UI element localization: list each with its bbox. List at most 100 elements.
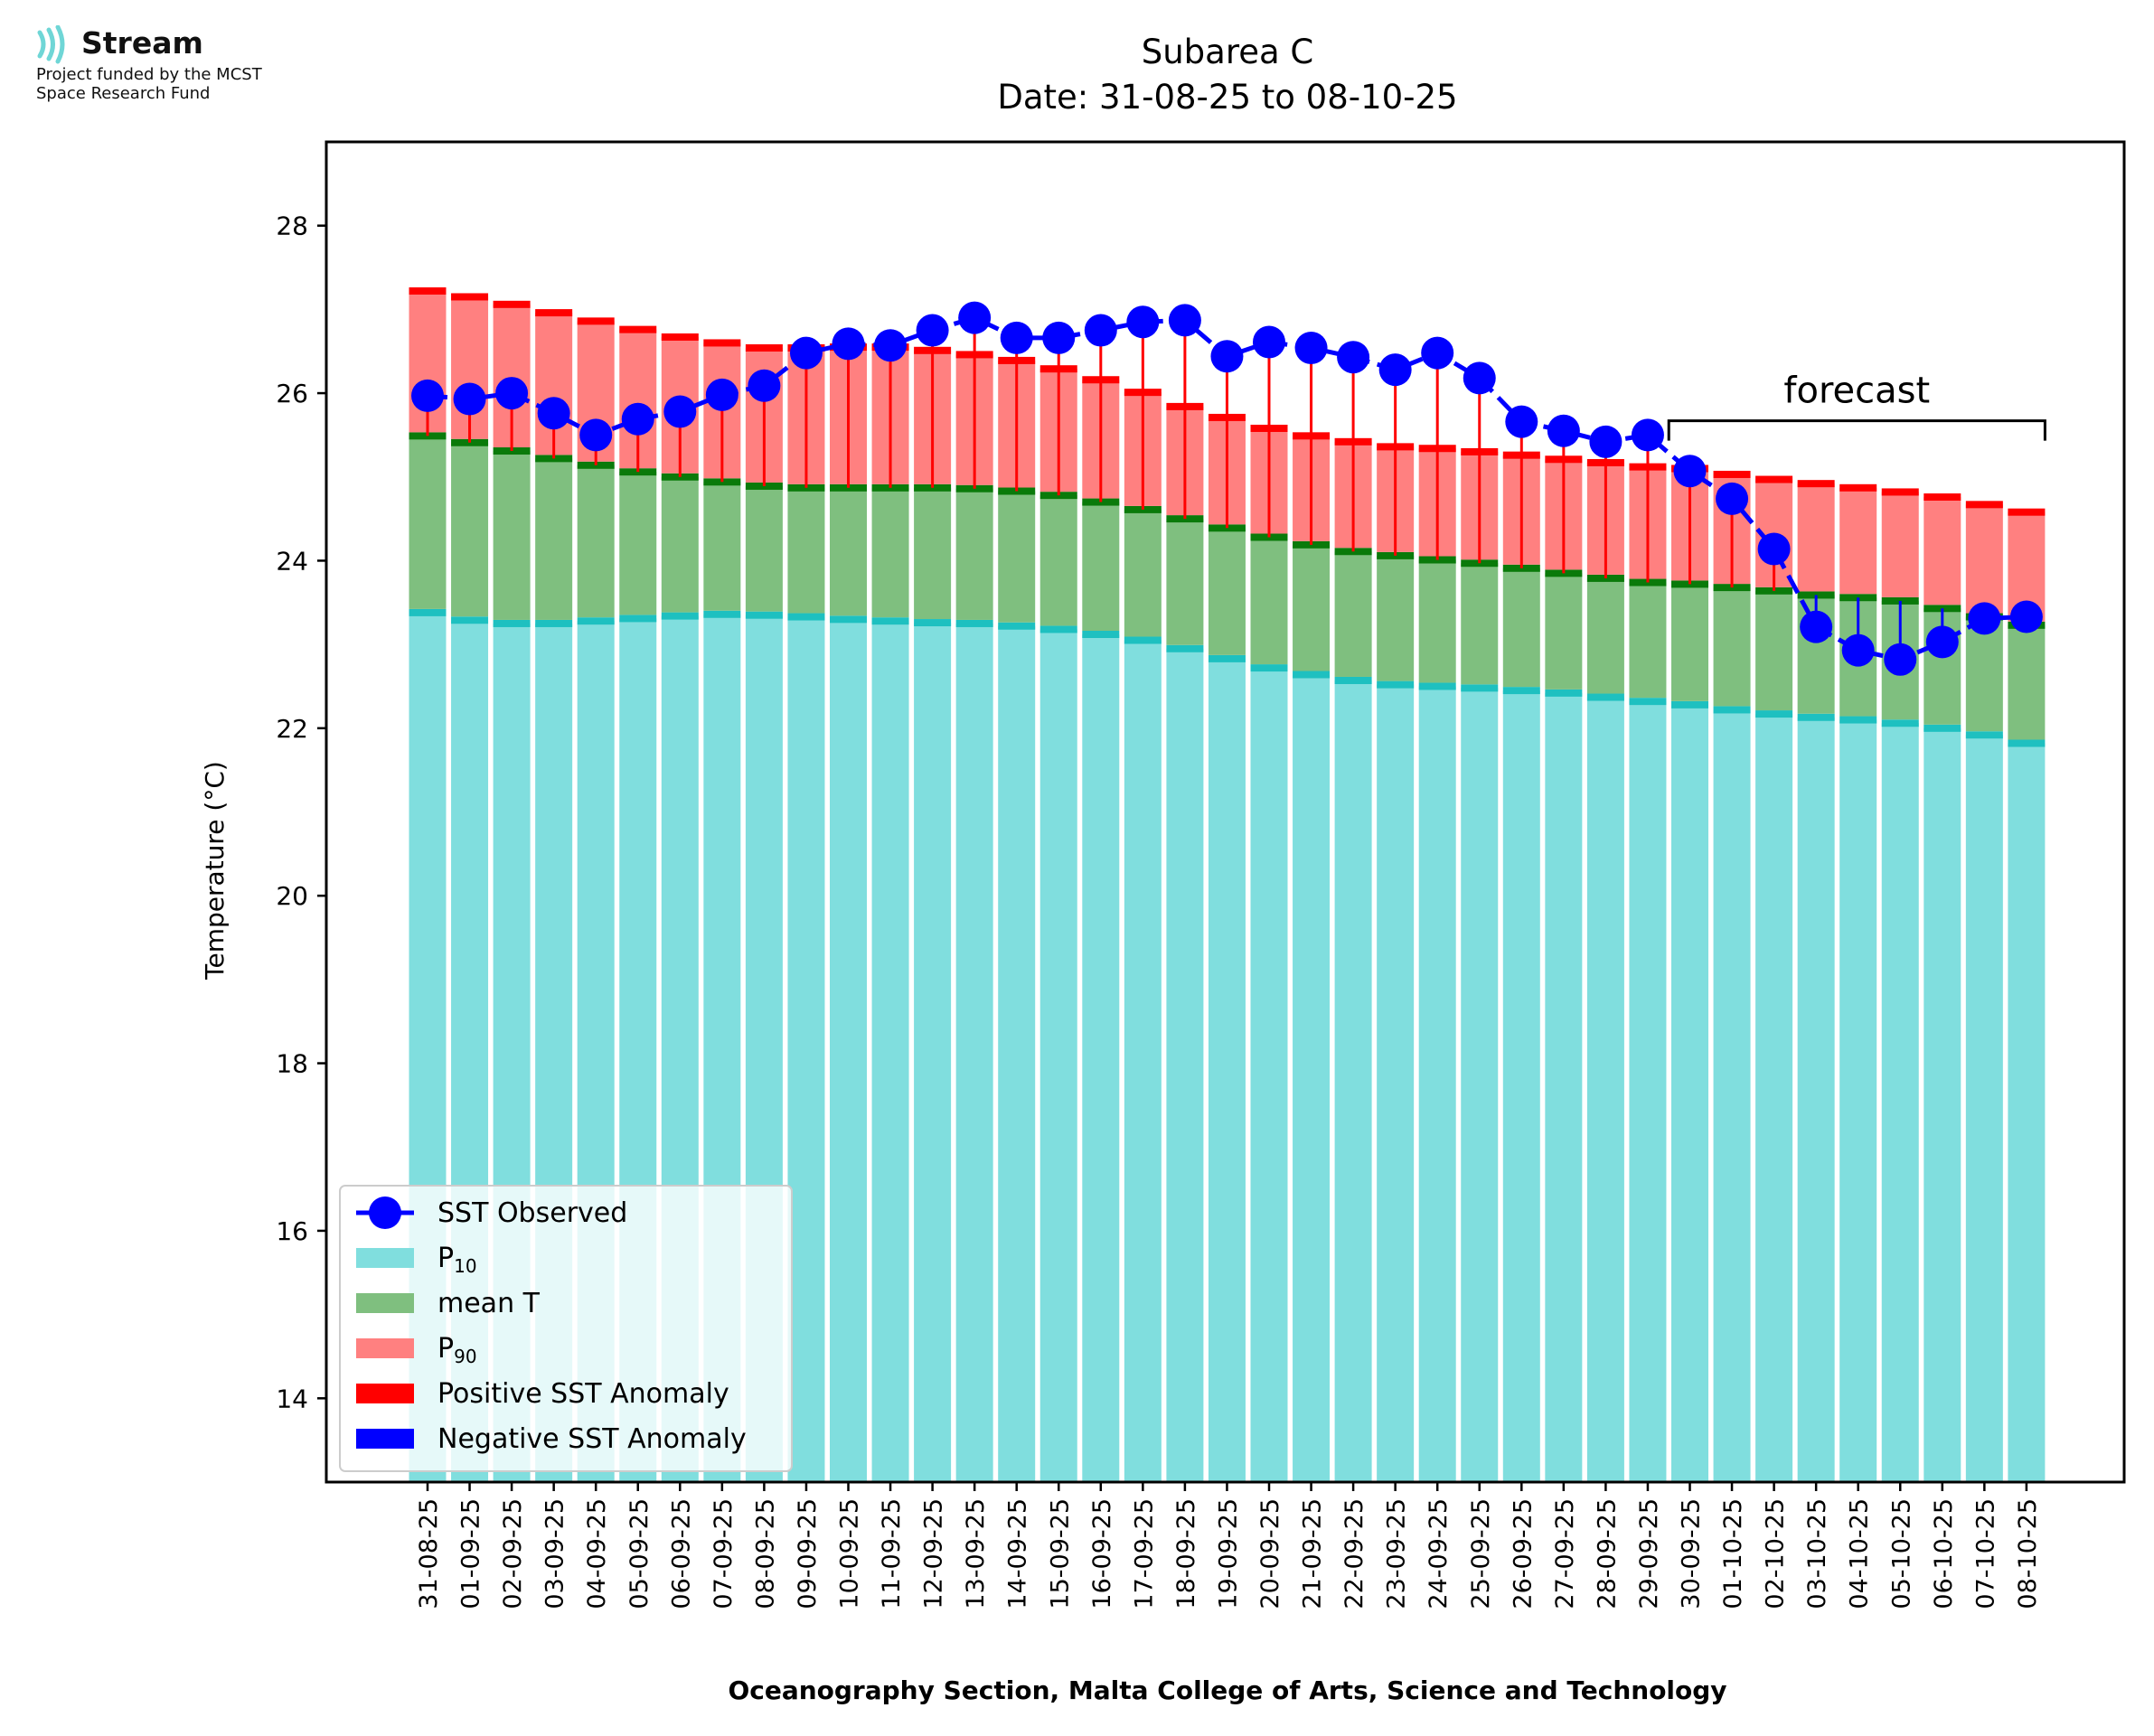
bar-p90-cap xyxy=(1797,480,1835,488)
logo-subtitle-line1: Project funded by the MCST xyxy=(36,65,262,84)
bar-p10-cap xyxy=(1293,671,1331,679)
bar-p10 xyxy=(1293,674,1331,1482)
legend-label-observed: SST Observed xyxy=(437,1197,627,1229)
bar-mean xyxy=(1461,563,1499,685)
x-tick-label: 01-10-25 xyxy=(1719,1498,1747,1609)
sst-observed-point xyxy=(1925,625,1959,659)
chart-title: Subarea C xyxy=(1142,33,1314,71)
y-tick-label: 18 xyxy=(276,1049,308,1079)
y-tick-label: 26 xyxy=(276,379,308,408)
x-tick-label: 23-09-25 xyxy=(1383,1498,1411,1609)
chart-subtitle: Date: 31-08-25 to 08-10-25 xyxy=(997,78,1457,117)
bar-p10-cap xyxy=(1082,631,1120,639)
bar-mean xyxy=(451,442,489,617)
bar-p90-cap xyxy=(577,317,615,325)
y-tick-label: 24 xyxy=(276,546,308,576)
x-tick-label: 04-09-25 xyxy=(583,1498,611,1609)
sst-observed-point xyxy=(1463,361,1496,395)
bar-mean xyxy=(409,436,447,609)
sst-observed-point xyxy=(748,369,781,402)
bar-p90 xyxy=(1881,492,1919,597)
bar-mean xyxy=(1082,502,1120,632)
sst-observed-point xyxy=(1841,633,1875,667)
bar-p90-cap xyxy=(703,339,741,347)
bar-p10 xyxy=(830,619,867,1482)
bar-p10 xyxy=(998,625,1036,1482)
x-tick-label: 08-10-25 xyxy=(2014,1498,2042,1609)
logo-name: Stream xyxy=(81,25,203,61)
sst-observed-point xyxy=(916,314,949,347)
bar-mean xyxy=(703,482,741,611)
bar-mean xyxy=(998,491,1036,623)
bar-mean xyxy=(1629,582,1667,699)
bar-p90 xyxy=(1797,483,1835,592)
forecast-bracket xyxy=(1667,419,2046,441)
bar-mean xyxy=(2008,624,2046,740)
bar-p10-cap xyxy=(830,615,867,624)
bar-p10 xyxy=(1545,692,1583,1482)
sst-observed-point xyxy=(1084,314,1117,347)
legend-label-mean: mean T xyxy=(437,1288,541,1319)
bar-mean xyxy=(1208,528,1246,655)
bar-mean xyxy=(955,488,993,620)
bar-p10 xyxy=(1797,717,1835,1482)
bar-p90-cap xyxy=(619,325,657,333)
x-tick-label: 17-09-25 xyxy=(1130,1498,1158,1609)
x-tick-label: 03-10-25 xyxy=(1803,1498,1831,1609)
sst-observed-point xyxy=(1378,353,1412,387)
bar-mean xyxy=(1166,519,1204,645)
y-axis-label: Temperature (°C) xyxy=(200,761,230,981)
bar-p90-cap xyxy=(1839,483,1877,492)
bar-p10-cap xyxy=(1502,687,1540,695)
bar-p10-cap xyxy=(577,617,615,625)
x-tick-label: 07-10-25 xyxy=(1971,1498,1999,1609)
bar-mean xyxy=(577,464,615,618)
bar-p10-cap xyxy=(1755,710,1793,718)
stream-wave-icon xyxy=(37,24,65,64)
x-tick-label: 06-09-25 xyxy=(667,1498,695,1609)
bar-p90-cap xyxy=(661,333,699,341)
bar-p10 xyxy=(2008,743,2046,1482)
bar-p10 xyxy=(1924,727,1961,1482)
x-tick-label: 25-09-25 xyxy=(1467,1498,1495,1609)
sst-observed-point xyxy=(1968,602,2001,635)
bar-p90-cap xyxy=(745,344,783,352)
bar-p10 xyxy=(871,621,909,1482)
sst-observed-point xyxy=(958,301,992,334)
x-tick-label: 26-09-25 xyxy=(1509,1498,1537,1609)
bar-p10-cap xyxy=(493,619,531,627)
sst-observed-point xyxy=(1757,532,1791,566)
x-tick-label: 04-10-25 xyxy=(1846,1498,1874,1609)
bar-mean xyxy=(830,487,867,616)
sst-observed-point xyxy=(832,327,865,361)
bar-p10-cap xyxy=(998,622,1036,630)
bar-p10-cap xyxy=(1586,693,1624,701)
bar-p10-cap xyxy=(1166,644,1204,652)
bar-mean xyxy=(1713,587,1751,707)
legend-marker-observed xyxy=(369,1196,401,1229)
x-tick-label: 06-10-25 xyxy=(1930,1498,1958,1609)
x-tick-label: 15-09-25 xyxy=(1046,1498,1074,1609)
bar-mean xyxy=(1671,584,1708,701)
bar-p90-cap xyxy=(493,300,531,308)
bar-p10-cap xyxy=(1039,625,1077,633)
sst-observed-point xyxy=(705,378,738,411)
x-tick-label: 05-09-25 xyxy=(626,1498,654,1609)
bar-p10-cap xyxy=(1924,724,1961,732)
x-tick-label: 03-09-25 xyxy=(541,1498,569,1609)
x-tick-label: 28-09-25 xyxy=(1593,1498,1621,1609)
bar-p10 xyxy=(1208,658,1246,1482)
sst-observed-point xyxy=(663,395,697,428)
sst-observed-point xyxy=(2009,600,2043,633)
bar-p10 xyxy=(1250,668,1288,1482)
bar-p10 xyxy=(1671,704,1708,1482)
bar-mean xyxy=(1586,577,1624,694)
bar-p10 xyxy=(1124,640,1162,1482)
sst-observed-point xyxy=(1884,643,1917,676)
bar-mean xyxy=(493,451,531,620)
x-tick-label: 18-09-25 xyxy=(1172,1498,1200,1609)
x-tick-label: 11-09-25 xyxy=(878,1498,906,1609)
sst-observed-point xyxy=(1042,321,1076,354)
bar-p10 xyxy=(1166,648,1204,1482)
bar-p10 xyxy=(1418,686,1456,1482)
